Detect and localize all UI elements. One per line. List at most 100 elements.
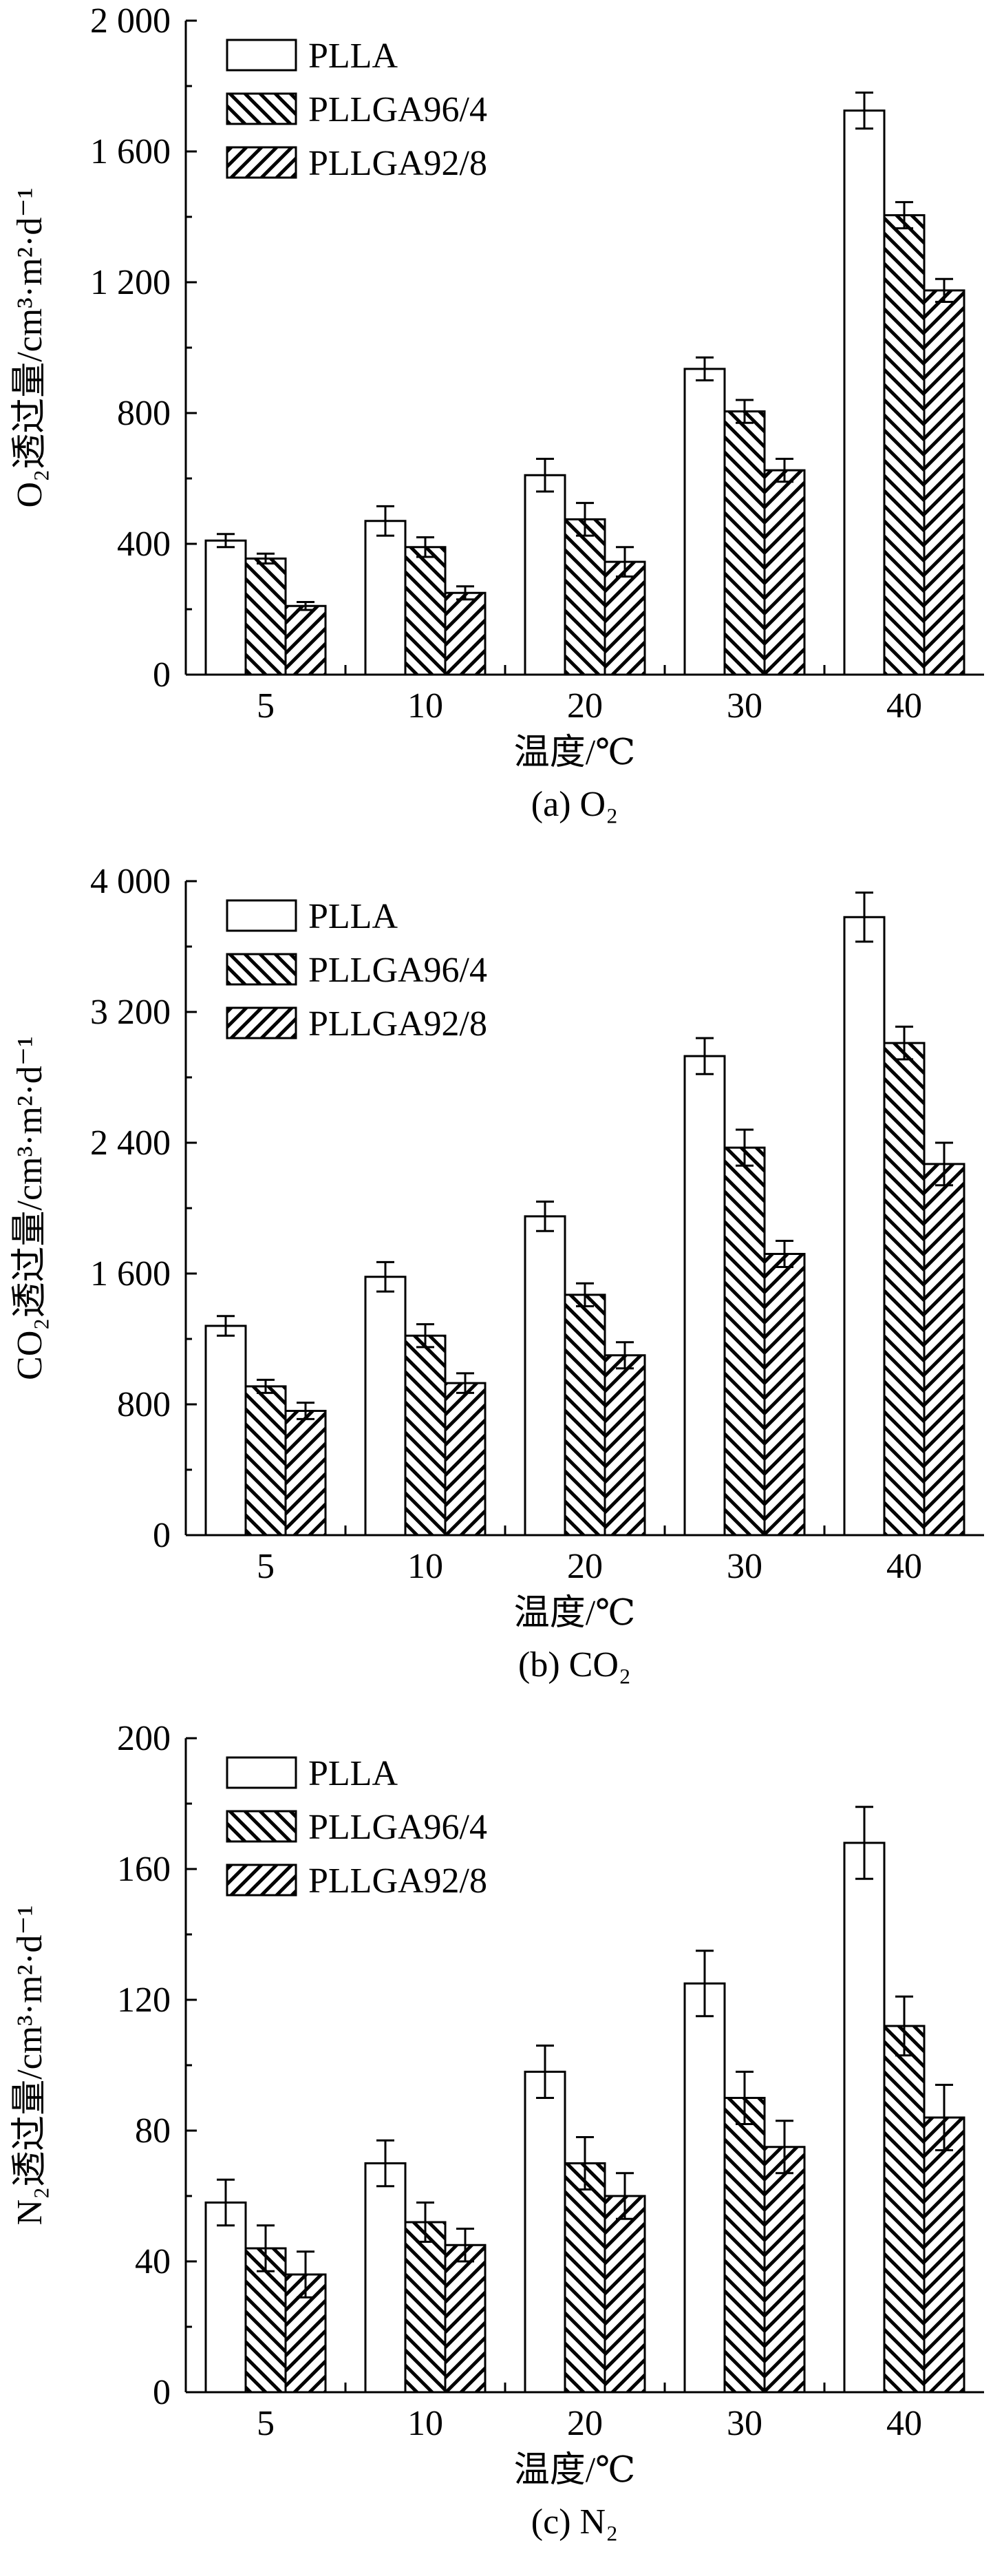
bar: [364, 1276, 407, 1537]
bar: [763, 2146, 806, 2394]
legend-swatch: [226, 953, 297, 986]
y-tick-label: 4 000: [90, 862, 171, 901]
bar: [564, 2162, 606, 2394]
bar: [444, 591, 487, 676]
x-tick-label: 5: [257, 1547, 275, 1586]
x-tick-label: 20: [567, 686, 603, 726]
bar: [723, 410, 766, 676]
bar: [683, 1055, 726, 1537]
bar: [604, 2195, 646, 2394]
bar: [923, 1163, 965, 1537]
legend-swatch: [226, 1006, 297, 1039]
x-axis-title: 温度/℃: [514, 1594, 636, 1633]
bar: [364, 520, 407, 676]
legend-label: PLLGA92/8: [308, 1861, 487, 1901]
y-tick-label: 400: [117, 525, 171, 564]
series-PLLA: [204, 1806, 886, 2394]
y-tick-label: 800: [117, 1385, 171, 1424]
legend-label: PLLGA96/4: [308, 951, 487, 990]
legend-label: PLLGA92/8: [308, 144, 487, 183]
o2-chart: 0 400 800 1 200 1 600 2 000 5 10 20 30 40 PLLA PLLGA…: [10, 1, 984, 824]
bar: [763, 469, 806, 676]
y-tick-label: 200: [117, 1719, 171, 1758]
x-tick-label: 5: [257, 686, 275, 726]
x-tick-label: 30: [727, 686, 762, 726]
bar: [883, 2025, 926, 2394]
bar: [843, 1841, 886, 2394]
bar: [604, 560, 646, 676]
axes: 0 800 1 600 2 400 3 200 4 000 5 10 20 30 40: [90, 862, 984, 1586]
legend-swatch: [226, 1810, 297, 1843]
bar: [284, 1410, 327, 1537]
y-tick-label: 120: [117, 1981, 171, 2020]
y-tick-label: 0: [153, 2373, 171, 2412]
y-tick-label: 3 200: [90, 993, 171, 1032]
bar: [524, 474, 566, 676]
bar: [843, 916, 886, 1537]
chart-panel-o2: 0 400 800 1 200 1 600 2 000 5 10 20 30 40 PLLA PLLGA…: [0, 0, 993, 861]
bar: [923, 289, 965, 676]
axes: 0 400 800 1 200 1 600 2 000 5 10 20 30 40: [90, 1, 984, 726]
chart-caption: (b) CO₂: [518, 1645, 631, 1685]
y-tick-label: 2 000: [90, 1, 171, 41]
legend-label: PLLA: [308, 1754, 398, 1793]
legend: PLLA PLLGA96/4 PLLGA92/8: [226, 36, 487, 183]
x-tick-label: 20: [567, 1547, 603, 1586]
bar: [604, 1354, 646, 1537]
legend-swatch: [226, 39, 297, 72]
bar: [843, 109, 886, 676]
n2-chart: 0 40 80 120 160 200 5 10 20 30 40 PLLA PLLGA96/4 PLLG…: [10, 1719, 984, 2542]
x-tick-label: 5: [257, 2404, 275, 2443]
axes: 0 40 80 120 160 200 5 10 20 30 40: [117, 1719, 984, 2443]
bar: [444, 2244, 487, 2394]
x-tick-label: 10: [407, 2404, 443, 2443]
y-tick-label: 1 600: [90, 132, 171, 171]
legend: PLLA PLLGA96/4 PLLGA92/8: [226, 1754, 487, 1901]
bar: [683, 368, 726, 676]
x-tick-label: 30: [727, 2404, 762, 2443]
x-tick-label: 40: [886, 2404, 922, 2443]
bar: [364, 2162, 407, 2394]
y-axis-title: O₂透过量/cm³·m²·d⁻¹: [10, 188, 50, 508]
series-PLLA: [204, 92, 886, 676]
bar: [444, 1382, 487, 1537]
series-PLLGA96/4: [244, 1995, 926, 2394]
y-tick-label: 0: [153, 655, 171, 695]
y-tick-label: 1 600: [90, 1254, 171, 1294]
bar: [404, 546, 447, 676]
series-PLLGA92/8: [284, 1141, 965, 1537]
bar: [564, 1294, 606, 1537]
series-PLLGA96/4: [244, 201, 926, 676]
y-tick-label: 800: [117, 394, 171, 433]
bar: [883, 1042, 926, 1537]
chart-panel-co2: 0 800 1 600 2 400 3 200 4 000 5 10 20 30 40 PLLA PLL…: [0, 861, 993, 1718]
legend-swatch: [226, 1756, 297, 1789]
legend-label: PLLGA96/4: [308, 90, 487, 129]
bar: [284, 604, 327, 676]
legend-label: PLLA: [308, 36, 398, 76]
series-PLLGA92/8: [284, 277, 965, 676]
y-tick-label: 40: [135, 2242, 171, 2281]
y-axis-title: CO₂透过量/cm³·m²·d⁻¹: [10, 1036, 50, 1380]
bar: [204, 1324, 247, 1537]
legend-label: PLLA: [308, 897, 398, 936]
x-axis-title: 温度/℃: [514, 2451, 636, 2490]
bar: [244, 557, 287, 676]
x-axis-title: 温度/℃: [514, 733, 636, 772]
y-axis-title: N₂透过量/cm³·m²·d⁻¹: [10, 1905, 50, 2226]
bar: [564, 518, 606, 676]
y-tick-label: 1 200: [90, 263, 171, 302]
bar: [524, 2071, 566, 2394]
legend-label: PLLGA92/8: [308, 1004, 487, 1044]
series-PLLA: [204, 891, 886, 1537]
bar: [204, 2202, 247, 2394]
x-tick-label: 40: [886, 1547, 922, 1586]
bar: [883, 214, 926, 676]
legend-swatch: [226, 899, 297, 932]
y-tick-label: 0: [153, 1516, 171, 1555]
x-tick-label: 30: [727, 1547, 762, 1586]
chart-panel-n2: 0 40 80 120 160 200 5 10 20 30 40 PLLA PLLGA96/4 PLLG…: [0, 1718, 993, 2576]
legend-swatch: [226, 1864, 297, 1897]
bar: [723, 1146, 766, 1537]
